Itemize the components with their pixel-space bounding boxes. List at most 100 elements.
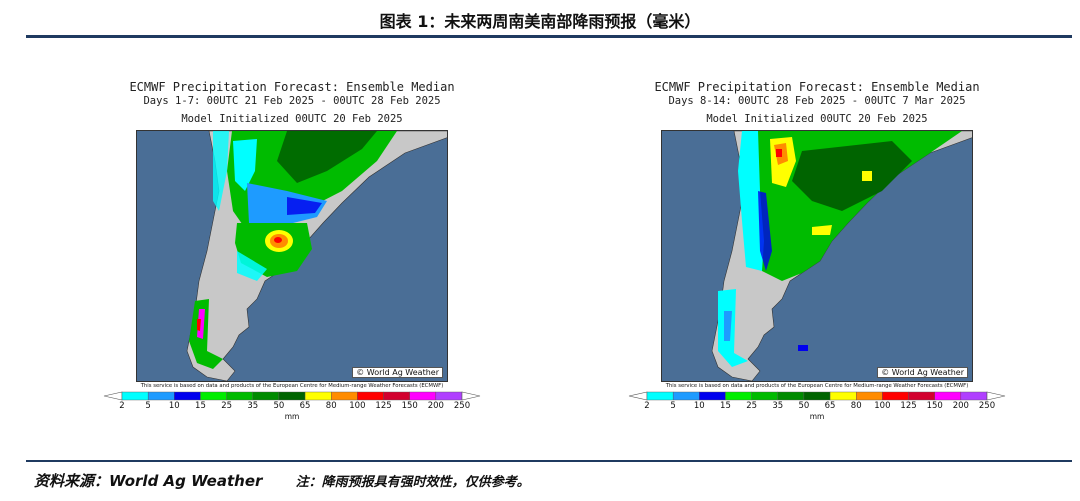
- rain-area-south-green: [189, 299, 223, 369]
- colorbar-swatch: [882, 391, 909, 401]
- map-credit: © World Ag Weather: [352, 367, 443, 378]
- colorbar: [102, 391, 482, 401]
- colorbar-tick-label: 100: [874, 401, 891, 411]
- colorbar-max-arrow: [986, 391, 1006, 401]
- colorbar-swatch: [147, 391, 175, 401]
- colorbar-swatch: [435, 391, 463, 401]
- rain-area-coast-cyan: [738, 131, 764, 271]
- colorbar-tick-label: 2: [644, 401, 650, 411]
- colorbar-swatch: [121, 391, 149, 401]
- panel-subtitle: Days 1-7: 00UTC 21 Feb 2025 - 00UTC 28 F…: [143, 95, 441, 107]
- colorbar-graphic: [103, 391, 481, 401]
- figure-title: 图表 1：未来两周南美南部降雨预报（毫米）: [379, 12, 701, 31]
- precipitation-map: © World Ag Weather: [136, 130, 448, 382]
- rain-area-coast-blue: [758, 191, 772, 271]
- colorbar-swatch: [803, 391, 831, 401]
- colorbar-tick-label: 15: [195, 401, 206, 411]
- colorbar-swatch: [725, 391, 752, 401]
- colorbar-swatch: [331, 391, 358, 401]
- colorbar-min-arrow: [103, 391, 123, 401]
- colorbar-tick-label: 125: [375, 401, 392, 411]
- footer: 资料来源：World Ag Weather 注：降雨预报具有强时效性，仅供参考。: [34, 470, 530, 491]
- rain-area-south-blue: [724, 311, 732, 341]
- colorbar-tick-label: 5: [670, 401, 676, 411]
- colorbar-tick-label: 80: [325, 401, 337, 411]
- colorbar-tick-label: 10: [168, 401, 180, 411]
- rain-area-cyan: [233, 139, 257, 191]
- colorbar-tick-label: 150: [401, 401, 418, 411]
- colorbar-tick-label: 125: [900, 401, 917, 411]
- colorbar-swatch: [278, 391, 306, 401]
- rain-area-darkgreen: [277, 131, 377, 183]
- colorbar-ticks: 2 5 10 15 25 35 50 65 80 100 125 150 200 250: [627, 401, 1007, 413]
- note-text: 注：降雨预报具有强时效性，仅供参考。: [295, 475, 530, 490]
- colorbar-tick-label: 65: [299, 401, 311, 411]
- precipitation-map-graphic: [186, 131, 447, 381]
- colorbar-tick-label: 5: [145, 401, 151, 411]
- ecmwf-disclaimer: This service is based on data and produc…: [140, 383, 444, 389]
- colorbar-unit: mm: [809, 412, 825, 421]
- rain-spot-yellow-center: [812, 225, 832, 235]
- precipitation-map-graphic: [711, 131, 972, 381]
- precipitation-map: © World Ag Weather: [661, 130, 973, 382]
- rain-spot-blue-east: [798, 345, 808, 351]
- colorbar-swatch: [200, 391, 227, 401]
- source-text: 资料来源：World Ag Weather: [34, 472, 263, 490]
- colorbar-unit: mm: [284, 412, 300, 421]
- rain-max-red: [274, 237, 282, 243]
- map-credit: © World Ag Weather: [877, 367, 968, 378]
- colorbar-tick-label: 2: [119, 401, 125, 411]
- panel-model-line: Model Initialized 00UTC 20 Feb 2025: [706, 113, 928, 125]
- colorbar-swatch: [856, 391, 883, 401]
- colorbar-swatch: [777, 391, 805, 401]
- colorbar-tick-label: 50: [798, 401, 810, 411]
- colorbar-swatch: [174, 391, 201, 401]
- colorbar-swatch: [357, 391, 384, 401]
- colorbar-tick-label: 35: [772, 401, 784, 411]
- panel-model-line: Model Initialized 00UTC 20 Feb 2025: [181, 113, 403, 125]
- colorbar-swatch: [672, 391, 700, 401]
- colorbar-tick-label: 15: [720, 401, 731, 411]
- colorbar-swatch: [252, 391, 280, 401]
- colorbar-swatch: [383, 391, 410, 401]
- colorbar-tick-label: 10: [693, 401, 705, 411]
- colorbar-swatch: [829, 391, 857, 401]
- rain-area-south-magenta: [197, 309, 205, 339]
- colorbar-swatch: [960, 391, 988, 401]
- colorbar-tick-label: 80: [850, 401, 862, 411]
- colorbar-max-arrow: [461, 391, 481, 401]
- colorbar-min-arrow: [628, 391, 648, 401]
- colorbar-tick-label: 250: [453, 401, 471, 411]
- colorbar-tick-label: 250: [978, 401, 996, 411]
- colorbar-tick-label: 200: [952, 401, 969, 411]
- colorbar-swatch: [751, 391, 778, 401]
- colorbar-swatch: [934, 391, 962, 401]
- colorbar-swatch: [908, 391, 935, 401]
- colorbar-swatch: [699, 391, 726, 401]
- rain-area-coast-cyan: [213, 131, 229, 211]
- panel-title: ECMWF Precipitation Forecast: Ensemble M…: [129, 80, 455, 94]
- rain-spot-yellow-east: [862, 171, 872, 181]
- colorbar: [627, 391, 1007, 401]
- rain-area-darkgreen: [792, 141, 912, 211]
- rain-area-deepblue: [287, 197, 322, 215]
- forecast-panel-days-8-14: ECMWF Precipitation Forecast: Ensemble M…: [627, 74, 1007, 424]
- colorbar-graphic: [628, 391, 1006, 401]
- colorbar-tick-label: 25: [221, 401, 233, 411]
- bottom-divider: [26, 460, 1072, 462]
- forecast-panel-days-1-7: ECMWF Precipitation Forecast: Ensemble M…: [102, 74, 482, 424]
- rain-area-south-cyan: [718, 289, 748, 367]
- colorbar-swatch: [226, 391, 253, 401]
- colorbar-tick-label: 35: [247, 401, 259, 411]
- colorbar-ticks: 2 5 10 15 25 35 50 65 80 100 125 150 200 250: [102, 401, 482, 413]
- panel-subtitle: Days 8-14: 00UTC 28 Feb 2025 - 00UTC 7 M…: [668, 95, 966, 107]
- colorbar-tick-label: 50: [273, 401, 285, 411]
- colorbar-swatch: [409, 391, 437, 401]
- top-divider: [26, 35, 1072, 38]
- rain-area-central-cyan: [237, 251, 267, 281]
- colorbar-tick-label: 200: [427, 401, 444, 411]
- colorbar-tick-label: 150: [926, 401, 943, 411]
- rain-max-red: [776, 149, 782, 157]
- rain-area-south-red: [197, 319, 201, 331]
- panel-title: ECMWF Precipitation Forecast: Ensemble M…: [654, 80, 980, 94]
